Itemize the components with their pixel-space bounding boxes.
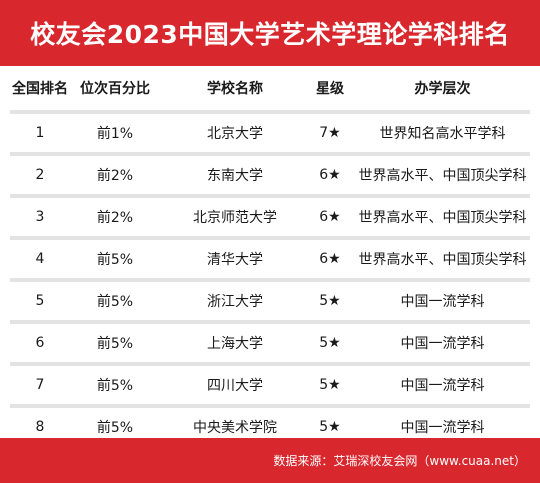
row-separator [10,278,530,282]
cell-level: 世界高水平、中国顶尖学科 [358,168,527,184]
cell-percent: 前5% [96,336,134,352]
cell-stars: 5★ [319,377,341,393]
cell-school: 浙江大学 [207,294,263,310]
cell-level: 中国一流学科 [400,420,485,436]
header-stars: 星级 [316,81,344,97]
cell-level: 中国一流学科 [400,378,485,394]
row-separator [10,152,530,156]
cell-level: 中国一流学科 [400,294,485,310]
cell-school: 上海大学 [207,336,263,352]
cell-stars: 7★ [319,125,341,141]
table-row: 2 前2% 东南大学 6★ 世界高水平、中国顶尖学科 [0,156,540,194]
cell-level: 中国一流学科 [400,336,485,352]
cell-school: 中央美术学院 [193,420,277,436]
cell-percent: 前5% [96,378,134,394]
row-separator [10,320,530,324]
cell-rank: 2 [35,167,45,183]
cell-rank: 1 [35,125,45,141]
row-separator [10,404,530,408]
cell-percent: 前5% [96,252,134,268]
cell-percent: 前5% [96,420,134,436]
cell-percent: 前2% [96,210,134,226]
row-separator [10,362,530,366]
table-header-row: 全国排名 位次百分比 学校名称 星级 办学层次 [0,66,540,110]
cell-stars: 5★ [319,335,341,351]
row-separator [10,236,530,240]
table-row: 3 前2% 北京师范大学 6★ 世界高水平、中国顶尖学科 [0,198,540,236]
cell-school: 东南大学 [207,168,263,184]
header-percent: 位次百分比 [80,81,150,97]
data-source-footer: 数据来源：艾瑞深校友会网（www.cuaa.net） [0,438,540,483]
cell-percent: 前5% [96,294,134,310]
cell-stars: 6★ [319,251,341,267]
cell-rank: 4 [35,251,45,267]
table-row: 6 前5% 上海大学 5★ 中国一流学科 [0,324,540,362]
cell-percent: 前2% [96,168,134,184]
cell-rank: 3 [35,209,45,225]
header-level: 办学层次 [414,81,471,97]
cell-level: 世界高水平、中国顶尖学科 [358,210,527,226]
header-rank: 全国排名 [12,81,68,97]
header-school: 学校名称 [207,81,263,97]
table-row: 1 前1% 北京大学 7★ 世界知名高水平学科 [0,114,540,152]
table-row: 4 前5% 清华大学 6★ 世界高水平、中国顶尖学科 [0,240,540,278]
cell-percent: 前1% [96,126,134,142]
cell-school: 北京大学 [207,126,263,142]
cell-rank: 5 [35,293,45,309]
cell-rank: 6 [35,335,45,351]
page-title: 校友会2023中国大学艺术学理论学科排名 [0,0,540,66]
cell-rank: 7 [35,377,45,393]
table-row: 7 前5% 四川大学 5★ 中国一流学科 [0,366,540,404]
cell-stars: 5★ [319,419,341,435]
cell-stars: 6★ [319,167,341,183]
cell-stars: 5★ [319,293,341,309]
ranking-table: 全国排名 位次百分比 学校名称 星级 办学层次 1 前1% 北京大学 7★ 世界… [0,66,540,446]
cell-level: 世界高水平、中国顶尖学科 [358,252,527,268]
cell-school: 四川大学 [207,378,263,394]
row-separator [10,110,530,114]
table-row: 5 前5% 浙江大学 5★ 中国一流学科 [0,282,540,320]
row-separator [10,194,530,198]
cell-stars: 6★ [319,209,341,225]
cell-level: 世界知名高水平学科 [379,126,506,142]
cell-rank: 8 [35,419,45,435]
cell-school: 清华大学 [207,252,263,268]
cell-school: 北京师范大学 [193,210,277,226]
